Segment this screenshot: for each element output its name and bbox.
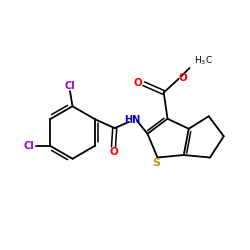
Text: S: S xyxy=(152,158,160,168)
Text: H$_3$C: H$_3$C xyxy=(194,54,214,67)
Text: O: O xyxy=(134,78,142,88)
Text: Cl: Cl xyxy=(64,81,76,91)
Text: O: O xyxy=(179,73,188,83)
Text: HN: HN xyxy=(124,115,141,125)
Text: O: O xyxy=(109,147,118,157)
Text: Cl: Cl xyxy=(24,140,34,150)
